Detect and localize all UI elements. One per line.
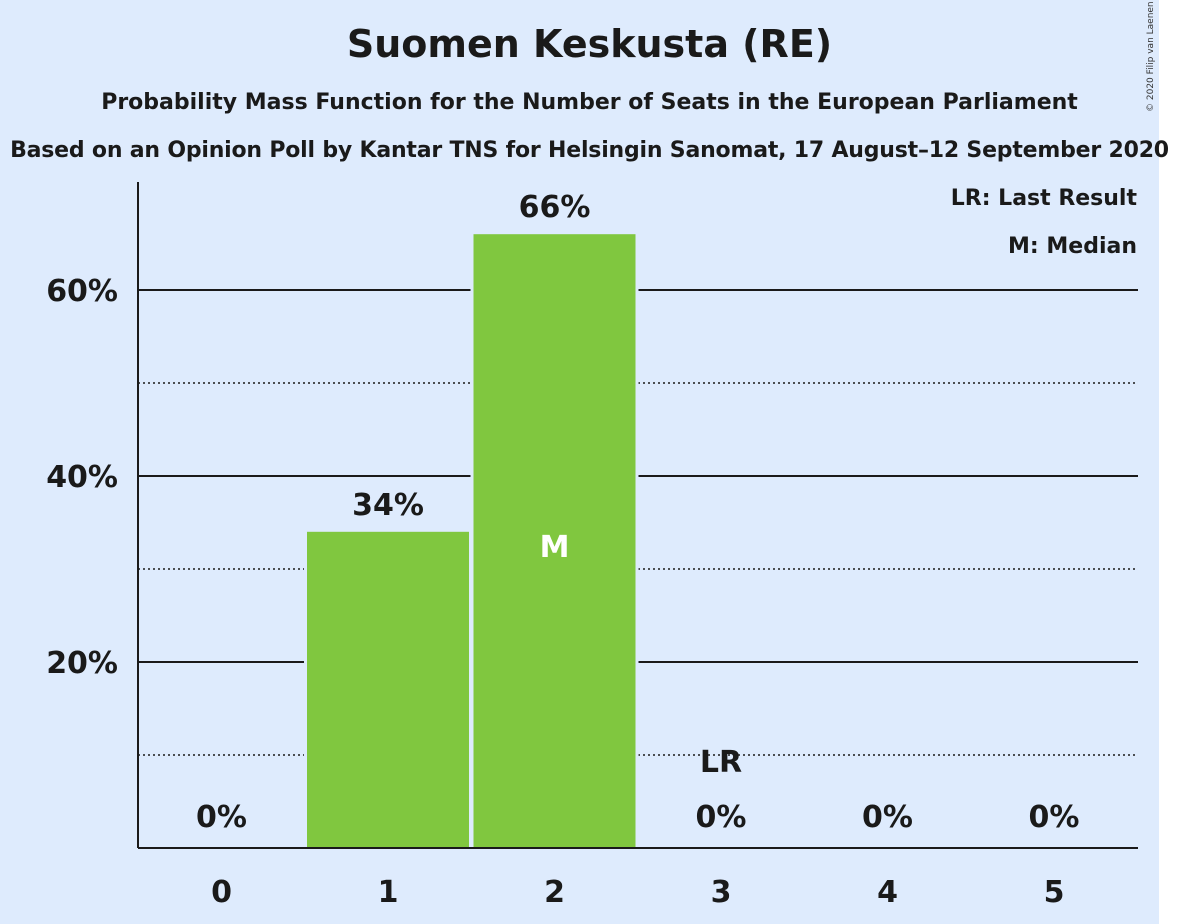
bar <box>307 531 469 848</box>
data-label: 0% <box>696 800 747 835</box>
x-tick-label: 2 <box>544 875 565 910</box>
data-label: 0% <box>1029 800 1080 835</box>
chart-source-note: Based on an Opinion Poll by Kantar TNS f… <box>10 138 1169 163</box>
chart-subtitle: Probability Mass Function for the Number… <box>101 90 1078 115</box>
y-tick-label: 60% <box>46 274 118 309</box>
x-tick-label: 3 <box>711 875 732 910</box>
legend-last-result: LR: Last Result <box>950 186 1137 211</box>
legend-median: M: Median <box>1008 234 1137 259</box>
bar <box>473 234 636 848</box>
data-label: 34% <box>352 488 424 523</box>
x-tick-label: 5 <box>1044 875 1065 910</box>
chart-title: Suomen Keskusta (RE) <box>346 22 833 66</box>
y-tick-label: 20% <box>46 646 118 681</box>
data-label: 0% <box>196 800 247 835</box>
y-tick-label: 40% <box>46 460 118 495</box>
median-marker: M <box>540 530 570 565</box>
data-label: 0% <box>862 800 913 835</box>
x-tick-label: 0 <box>211 875 232 910</box>
data-label: 66% <box>519 190 591 225</box>
last-result-marker: LR <box>700 745 742 780</box>
x-tick-label: 4 <box>877 875 898 910</box>
x-tick-label: 1 <box>378 875 399 910</box>
